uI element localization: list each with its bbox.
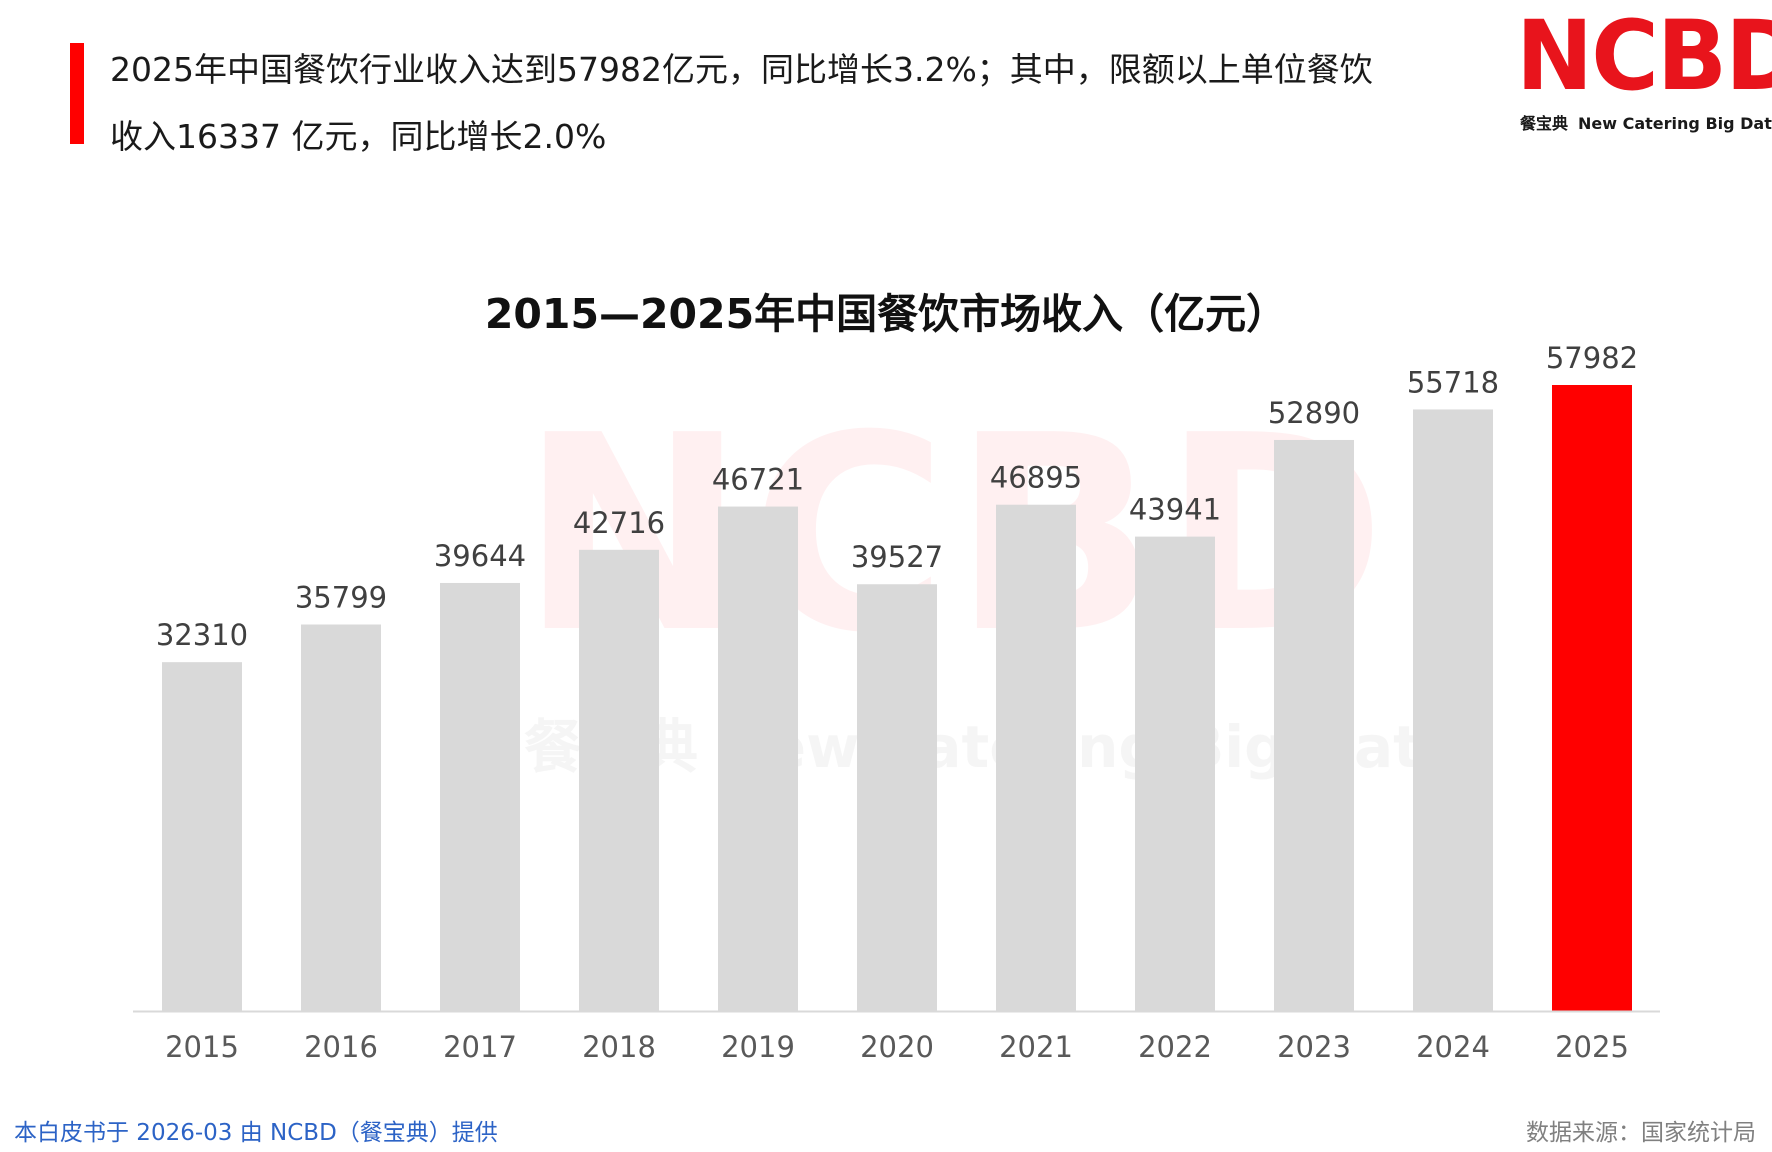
headline-line-2: 收入16337 亿元，同比增长2.0% [110,117,607,156]
data-label-2025: 57982 [1546,341,1638,375]
chart-title: 2015—2025年中国餐饮市场收入（亿元） [484,290,1288,338]
x-tick-label-2018: 2018 [582,1030,656,1064]
headline: 2025年中国餐饮行业收入达到57982亿元，同比增长3.2%；其中，限额以上单… [110,36,1510,170]
logo-subtitle-en: New Catering Big Data [1578,114,1772,133]
x-tick-label-2022: 2022 [1138,1030,1212,1064]
data-label-2023: 52890 [1268,396,1360,430]
data-label-2024: 55718 [1407,365,1499,399]
bar-2024 [1413,409,1493,1011]
bar-2019 [718,506,798,1011]
data-label-2021: 46895 [990,461,1082,495]
x-tick-label-2023: 2023 [1277,1030,1351,1064]
logo-mark: NCBD [1516,0,1772,112]
data-label-2016: 35799 [295,580,387,614]
bar-2020 [857,584,937,1011]
data-label-2015: 32310 [156,618,248,652]
x-tick-label-2019: 2019 [721,1030,795,1064]
data-label-2022: 43941 [1129,493,1221,527]
x-tick-label-2024: 2024 [1416,1030,1490,1064]
bar-2023 [1274,439,1354,1011]
x-tick-label-2021: 2021 [999,1030,1073,1064]
x-tick-label-2016: 2016 [304,1030,378,1064]
x-tick-label-2017: 2017 [443,1030,517,1064]
headline-line-1: 2025年中国餐饮行业收入达到57982亿元，同比增长3.2%；其中，限额以上单… [110,50,1373,89]
x-tick-label-2015: 2015 [165,1030,239,1064]
x-tick-label-2025: 2025 [1555,1030,1629,1064]
data-label-2018: 42716 [573,506,665,540]
bar-2025 [1552,385,1632,1011]
bar-2018 [579,549,659,1011]
data-label-2019: 46721 [712,463,804,497]
logo-subtitle-cn: 餐宝典 [1520,114,1569,133]
logo-subtitle: 餐宝典 New Catering Big Data [1520,110,1772,134]
headline-accent-bar [70,43,84,144]
footer-source: 数据来源：国家统计局 [1526,1120,1756,1146]
x-tick-label-2020: 2020 [860,1030,934,1064]
bar-2022 [1135,536,1215,1011]
ncbd-logo: NCBD 餐宝典 New Catering Big Data [1516,8,1772,138]
footer-credit: 本白皮书于 2026-03 由 NCBD（餐宝典）提供 [14,1120,498,1146]
bar-2016 [301,624,381,1011]
bar-2021 [996,504,1076,1011]
data-label-2020: 39527 [851,540,943,574]
bar-2017 [440,582,520,1011]
bar-2015 [162,662,242,1011]
data-label-2017: 39644 [434,539,526,573]
